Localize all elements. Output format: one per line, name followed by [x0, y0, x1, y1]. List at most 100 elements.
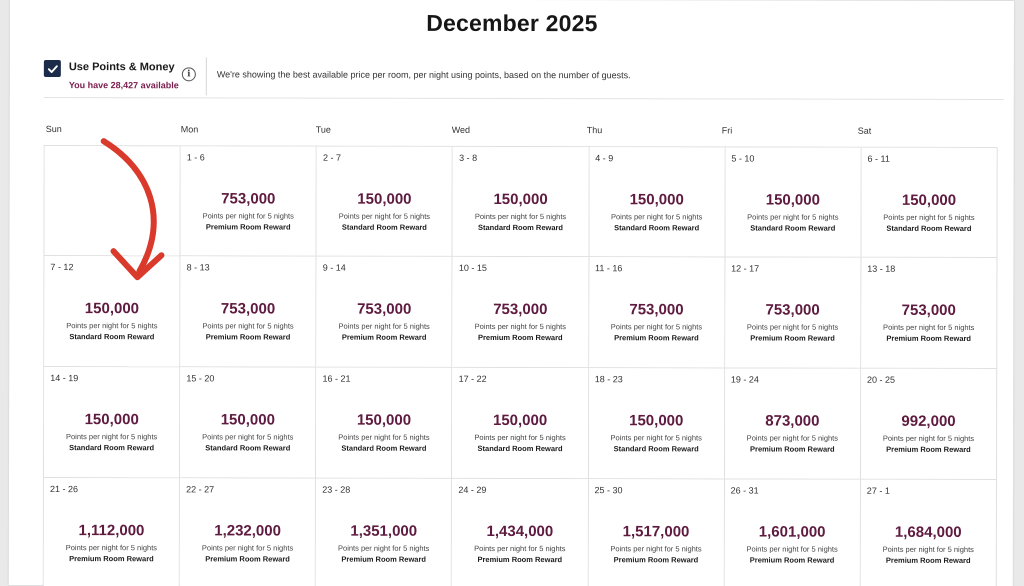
stay-date-range: 6 - 11	[867, 153, 890, 164]
points-per-night-note: Points per night for 5 nights	[610, 433, 702, 443]
calendar-cell[interactable]: 1 - 6 753,000 Points per night for 5 night…	[180, 146, 317, 257]
month-title: December 2025	[426, 9, 598, 37]
calendar-cell[interactable]: 13 - 18 753,000 Points per night for 5 nig…	[861, 257, 998, 370]
stay-date-range: 27 - 1	[866, 485, 890, 496]
room-reward-type: Premium Room Reward	[614, 333, 699, 343]
weekday-sun: Sun	[45, 124, 62, 135]
room-reward-type: Premium Room Reward	[477, 332, 563, 343]
use-points-checkbox[interactable]	[43, 60, 61, 78]
calendar-cell[interactable]: 8 - 13 753,000 Points per night for 5 nigh…	[180, 256, 317, 368]
points-price: 753,000	[765, 301, 820, 319]
calendar-cell[interactable]: 10 - 15 753,000 Points per night for 5 nig…	[452, 256, 590, 369]
room-reward-type: Standard Room Reward	[614, 223, 700, 233]
points-price: 150,000	[220, 411, 275, 429]
room-reward-type: Premium Room Reward	[749, 555, 835, 565]
points-per-night-note: Points per night for 5 nights	[746, 322, 839, 332]
calendar-cell[interactable]: 25 - 30 1,517,000 Points per night for 5 n…	[588, 479, 725, 586]
calendar-cell[interactable]: 3 - 8 150,000 Points per night for 5 night…	[452, 146, 590, 258]
stay-date-range: 25 - 30	[594, 485, 623, 496]
points-price: 150,000	[84, 300, 140, 318]
calendar-cell[interactable]: 27 - 1 1,684,000 Points per night for 5 ni…	[860, 479, 997, 586]
points-price: 150,000	[629, 412, 684, 430]
room-reward-type: Premium Room Reward	[205, 554, 290, 564]
points-price: 873,000	[765, 412, 820, 430]
calendar-cell[interactable]: 17 - 22 150,000 Points per night for 5 nig…	[452, 367, 589, 480]
calendar-cell[interactable]: 19 - 24 873,000 Points per night for 5 nig…	[724, 368, 862, 480]
use-points-label[interactable]: Use Points & Money	[68, 61, 175, 74]
stay-date-range: 15 - 20	[186, 373, 215, 384]
stay-date-range: 16 - 21	[322, 373, 351, 384]
calendar-cell[interactable]: 2 - 7 150,000 Points per night for 5 night…	[316, 146, 454, 257]
calendar-cell[interactable]: 15 - 20 150,000 Points per night for 5 nig…	[180, 367, 317, 479]
points-per-night-note: Points per night for 5 nights	[338, 211, 431, 221]
points-per-night-note: Points per night for 5 nights	[338, 432, 430, 442]
weekday-fri: Fri	[721, 125, 733, 136]
stay-date-range: 26 - 31	[730, 485, 759, 496]
calendar-cell[interactable]: 20 - 25 992,000 Points per night for 5 nig…	[860, 368, 998, 481]
points-per-night-note: Points per night for 5 nights	[66, 321, 158, 331]
checkmark-icon	[47, 64, 58, 73]
room-reward-type: Standard Room Reward	[613, 444, 699, 454]
header-rule	[43, 97, 1004, 101]
calendar-cell[interactable]: 11 - 16 753,000 Points per night for 5 nig…	[588, 257, 726, 369]
points-price: 753,000	[629, 301, 684, 319]
stay-date-range: 23 - 28	[322, 484, 351, 495]
calendar-cell[interactable]: 26 - 31 1,601,000 Points per night for 5 n…	[724, 479, 861, 586]
points-per-night-note: Points per night for 5 nights	[201, 543, 294, 553]
points-price: 150,000	[84, 411, 139, 429]
stay-date-range: 1 - 6	[186, 152, 205, 163]
stay-date-range: 17 - 22	[458, 373, 487, 384]
stay-date-range: 9 - 14	[322, 262, 346, 273]
points-price: 992,000	[901, 412, 956, 430]
stay-date-range: 21 - 26	[49, 484, 79, 495]
info-icon[interactable]: i	[181, 67, 196, 82]
points-per-night-note: Points per night for 5 nights	[474, 543, 566, 554]
calendar-cell[interactable]: 4 - 9 150,000 Points per night for 5 night…	[589, 147, 726, 258]
weekday-wed: Wed	[451, 124, 471, 135]
calendar-cell[interactable]: 6 - 11 150,000 Points per night for 5 nigh…	[861, 147, 998, 259]
points-per-night-note: Points per night for 5 nights	[883, 212, 975, 222]
points-per-night-note: Points per night for 5 nights	[338, 321, 430, 331]
points-price: 150,000	[493, 190, 548, 209]
calendar-cell[interactable]: 9 - 14 753,000 Points per night for 5 nigh…	[316, 256, 453, 368]
room-reward-type: Premium Room Reward	[886, 444, 971, 454]
calendar-cell[interactable]: 7 - 12 150,000 Points per night for 5 nigh…	[44, 256, 181, 368]
stay-date-range: 13 - 18	[867, 263, 896, 274]
points-price: 150,000	[765, 191, 820, 209]
stay-date-range: 14 - 19	[50, 373, 79, 384]
points-price: 753,000	[220, 300, 276, 318]
calendar-cell[interactable]: 16 - 21 150,000 Points per night for 5 nig…	[316, 367, 453, 479]
room-reward-type: Standard Room Reward	[477, 443, 563, 454]
room-reward-type: Premium Room Reward	[477, 554, 563, 565]
stay-date-range: 12 - 17	[731, 263, 760, 274]
calendar-cell[interactable]: 24 - 29 1,434,000 Points per night for 5 n…	[452, 478, 589, 586]
calendar-cell[interactable]: 14 - 19 150,000 Points per night for 5 nig…	[43, 367, 181, 479]
calendar-cell[interactable]: 12 - 17 753,000 Points per night for 5 nig…	[724, 257, 862, 369]
points-price: 1,351,000	[350, 522, 418, 540]
calendar-cell[interactable]: 18 - 23 150,000 Points per night for 5 nig…	[588, 368, 725, 480]
points-price: 1,232,000	[214, 522, 281, 540]
room-reward-type: Premium Room Reward	[886, 333, 972, 343]
pricing-info-text: We're showing the best available price p…	[216, 69, 631, 81]
calendar-cell[interactable]: 23 - 28 1,351,000 Points per night for 5 n…	[316, 478, 453, 586]
points-price: 150,000	[492, 411, 548, 430]
stay-date-range: 18 - 23	[594, 374, 623, 385]
use-points-money-toggle[interactable]: Use Points & Money You have 28,427 avail…	[43, 57, 179, 90]
room-reward-type: Standard Room Reward	[341, 222, 427, 232]
stay-date-range: 22 - 27	[186, 484, 215, 495]
stay-date-range: 8 - 13	[186, 262, 210, 273]
room-reward-type: Premium Room Reward	[205, 222, 291, 232]
room-reward-type: Premium Room Reward	[69, 554, 154, 564]
calendar-cell[interactable]: 21 - 26 1,112,000 Points per night for 5 n…	[43, 478, 181, 586]
calendar-cell[interactable]: 22 - 27 1,232,000 Points per night for 5 n…	[179, 478, 317, 586]
points-per-night-note: Points per night for 5 nights	[474, 321, 566, 332]
header-divider	[205, 57, 207, 96]
points-price: 753,000	[493, 300, 548, 319]
calendar-cell[interactable]: 5 - 10 150,000 Points per night for 5 nigh…	[725, 147, 862, 258]
stay-date-range: 5 - 10	[731, 153, 755, 164]
points-price: 1,601,000	[758, 523, 826, 541]
points-price: 150,000	[901, 191, 957, 209]
room-reward-type: Premium Room Reward	[341, 332, 427, 342]
room-reward-type: Standard Room Reward	[69, 332, 155, 342]
room-reward-type: Standard Room Reward	[205, 443, 291, 453]
